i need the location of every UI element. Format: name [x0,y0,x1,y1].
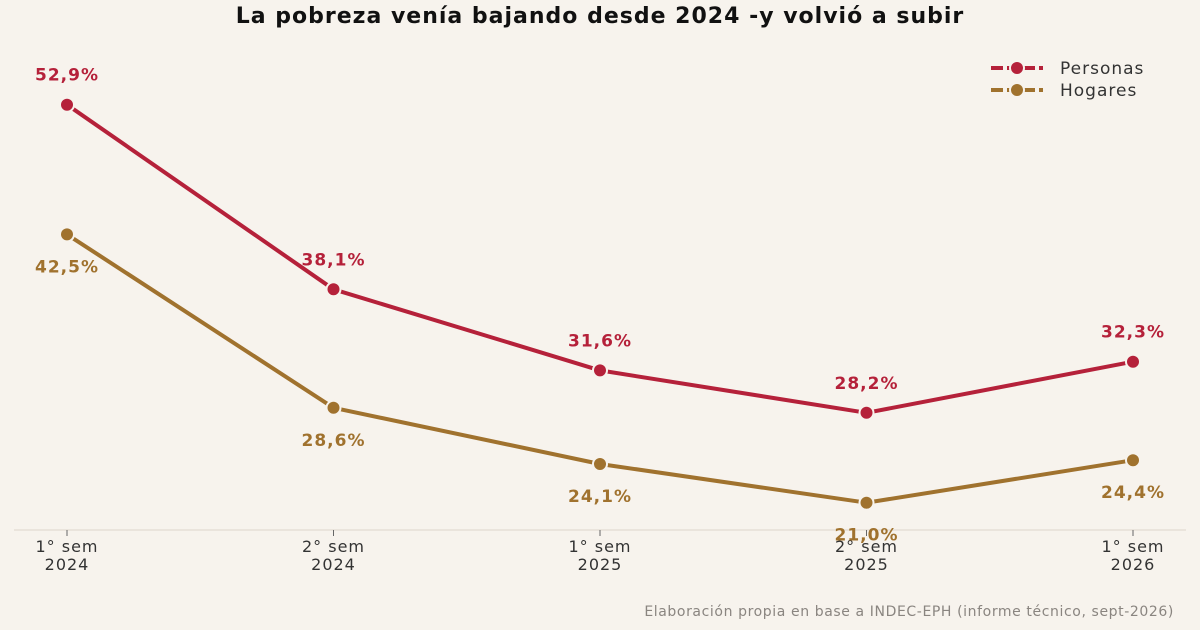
data-label-personas: 32,3% [1101,323,1165,343]
data-label-hogares: 42,5% [35,257,99,277]
x-tick-label: 1° sem 2024 [35,537,98,574]
data-label-hogares: 24,1% [568,487,632,507]
legend-item-hogares: Hogares [991,81,1137,101]
legend-label: Hogares [1060,81,1137,101]
x-tick-label: 2° sem 2024 [302,537,365,574]
x-axis-ticks: 1° sem 2024 2° sem 2024 1° sem 2025 2° sem 2025… [35,530,1164,574]
source-note: Elaboración propia en base a INDEC-EPH (… [644,604,1174,620]
x-tick-label: 1° sem 2026 [1101,537,1164,574]
legend-swatch-marker [1009,82,1025,98]
data-point-hogares [59,226,75,243]
data-point-personas [592,362,608,379]
series-layer [59,96,1141,511]
legend-label: Personas [1060,59,1144,79]
data-label-hogares: 24,4% [1101,483,1165,503]
x-tick-label: 1° sem 2025 [568,537,631,574]
data-point-personas [1125,353,1141,370]
data-label-hogares: 21,0% [835,526,899,546]
data-labels: 52,9% 38,1% 31,6% 28,2% 32,3% 42,5% 28,6% 24,1%… [35,66,1165,546]
data-point-personas [325,281,342,298]
data-point-hogares [858,494,875,511]
data-point-personas [59,96,75,113]
data-label-personas: 28,2% [835,374,899,394]
data-point-hogares [325,399,342,416]
data-label-personas: 52,9% [35,66,99,86]
data-point-personas [858,404,875,421]
x-tick-label: 2° sem 2025 [835,537,898,574]
legend-item-personas: Personas [991,59,1144,79]
data-label-personas: 38,1% [302,250,366,270]
data-label-hogares: 28,6% [302,431,366,451]
data-point-hogares [592,456,608,472]
data-point-hogares [1125,452,1141,469]
data-label-personas: 31,6% [568,331,632,351]
legend-swatch-marker [1009,60,1025,76]
chart-title: La pobreza venía bajando desde 2024 -y v… [235,4,965,29]
